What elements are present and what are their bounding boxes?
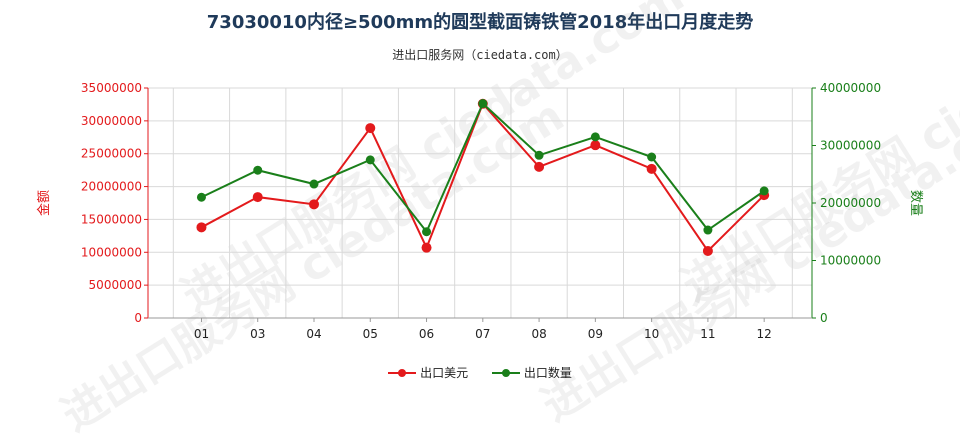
x-tick-label: 11 [700, 327, 715, 341]
series2-point [534, 150, 544, 160]
x-tick-label: 09 [588, 327, 603, 341]
series1-point [365, 123, 376, 134]
y-right-tick-label: 20000000 [820, 196, 881, 210]
y-left-tick-label: 15000000 [81, 212, 142, 226]
series2-point [422, 227, 432, 237]
series2-point [647, 152, 657, 162]
legend-label-series1: 出口美元 [420, 366, 469, 380]
series1-point [702, 245, 713, 256]
legend-swatch-series2 [491, 367, 520, 379]
legend-item-series2[interactable]: 出口数量 [491, 364, 572, 381]
series1-point [421, 242, 432, 253]
y-right-axis-label: 数量 [908, 190, 923, 216]
series2-point [478, 99, 488, 109]
y-left-tick-label: 0 [134, 311, 142, 325]
chart-title: 73030010内径≥500mm的圆型截面铸铁管2018年出口月度走势 [206, 12, 754, 33]
y-right-tick-label: 30000000 [820, 139, 881, 153]
y-left-tick-label: 25000000 [81, 147, 142, 161]
series1-point [196, 222, 207, 233]
series2-point [759, 186, 769, 196]
legend-label-series2: 出口数量 [523, 366, 572, 380]
chart-canvas: 0 5000000 10000000 15000000 20000000 25000000… [36, 81, 923, 341]
series2-point [196, 192, 206, 202]
y-left-tick-label: 30000000 [81, 114, 142, 128]
x-tick-label: 03 [250, 327, 265, 341]
series2-point [309, 179, 319, 189]
x-tick-label: 06 [419, 327, 434, 341]
chart-subtitle: 进出口服务网（ciedata.com） [392, 48, 568, 62]
x-tick-label: 01 [194, 327, 209, 341]
series1-point [534, 161, 545, 172]
series2-point [703, 225, 713, 235]
series1-point [590, 140, 601, 151]
x-tick-label: 04 [306, 327, 321, 341]
series1-point [252, 192, 263, 203]
y-right-tick-label: 0 [820, 311, 828, 325]
y-right-tick-label: 10000000 [820, 254, 881, 268]
series1-point [309, 199, 319, 210]
y-left-tick-label: 5000000 [89, 278, 142, 292]
x-tick-label: 08 [531, 327, 546, 341]
x-tick-label: 07 [475, 327, 490, 341]
y-left-tick-label: 20000000 [81, 180, 142, 194]
y-right-tick-label: 40000000 [820, 81, 881, 95]
x-tick-label: 10 [644, 327, 659, 341]
series1-point [646, 163, 657, 174]
legend-item-series1[interactable]: 出口美元 [388, 364, 468, 381]
x-tick-label: 05 [363, 327, 378, 341]
y-left-tick-label: 35000000 [81, 81, 142, 95]
legend: 出口美元 出口数量 [0, 364, 960, 382]
series2-point [590, 132, 600, 142]
series2-point [365, 155, 375, 165]
y-left-tick-label: 10000000 [81, 245, 142, 259]
series2-point [253, 165, 263, 175]
y-left-axis-label: 金额 [36, 190, 52, 216]
legend-swatch-series1 [388, 367, 417, 379]
x-tick-label: 12 [757, 327, 772, 341]
